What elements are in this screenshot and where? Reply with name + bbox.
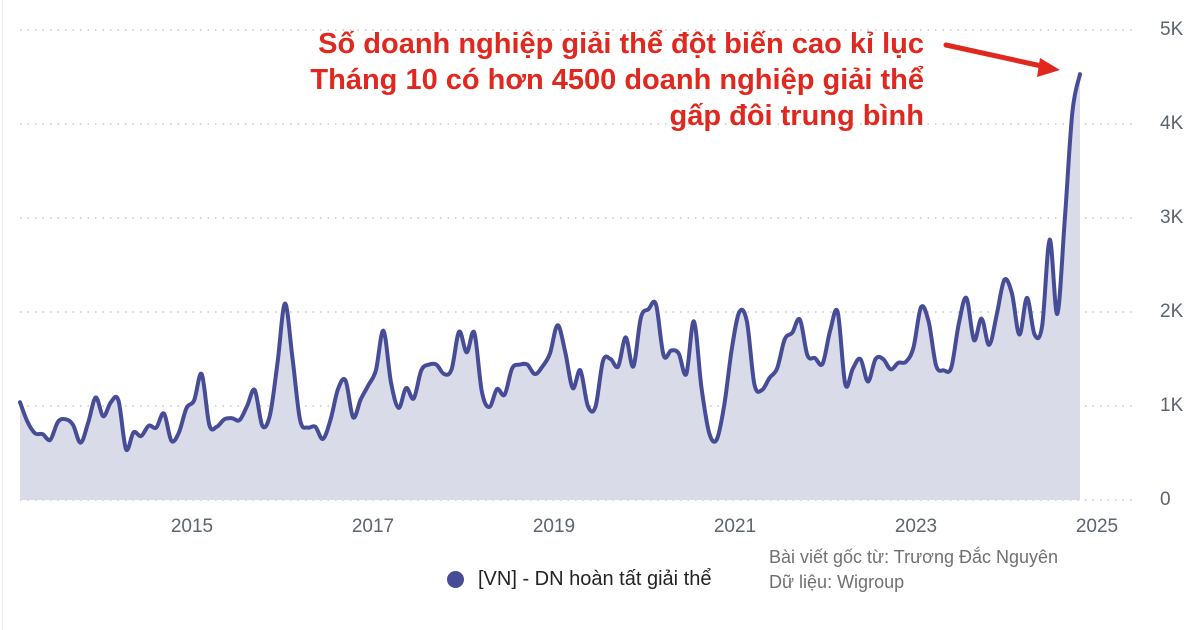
y-tick-label: 0 xyxy=(1160,489,1171,510)
annotation-arrow xyxy=(943,42,1060,77)
annotation-line-3: gấp đôi trung bình xyxy=(669,100,924,132)
x-tick-label: 2025 xyxy=(1075,516,1119,537)
y-tick-label: 5K xyxy=(1160,19,1184,40)
source-credit: Bài viết gốc từ: Trương Đắc Nguyên xyxy=(769,547,1059,567)
series-line xyxy=(18,72,1082,453)
x-tick-label: 2019 xyxy=(532,516,576,537)
y-tick-label: 4K xyxy=(1160,113,1184,134)
x-tick-label: 2023 xyxy=(894,516,938,537)
credits: Bài viết gốc từ: Trương Đắc Nguyên Dữ li… xyxy=(769,545,1058,595)
annotation-text: Số doanh nghiệp giải thể đột biến cao kỉ… xyxy=(310,26,924,134)
area-fill xyxy=(20,74,1080,500)
annotation-line-1: Số doanh nghiệp giải thể đột biến cao kỉ… xyxy=(318,28,924,60)
y-tick-label: 3K xyxy=(1160,207,1184,228)
annotation-line-2: Tháng 10 có hơn 4500 doanh nghiệp giải t… xyxy=(310,64,924,96)
legend-label: [VN] - DN hoàn tất giải thể xyxy=(478,568,712,590)
y-tick-label: 1K xyxy=(1160,395,1184,416)
legend-marker-icon xyxy=(447,571,464,588)
legend[interactable]: [VN] - DN hoàn tất giải thể xyxy=(447,568,711,591)
y-tick-label: 2K xyxy=(1160,301,1184,322)
x-tick-label: 2015 xyxy=(170,516,214,537)
x-tick-label: 2021 xyxy=(713,516,757,537)
x-tick-label: 2017 xyxy=(351,516,395,537)
data-credit: Dữ liệu: Wigroup xyxy=(769,572,905,592)
